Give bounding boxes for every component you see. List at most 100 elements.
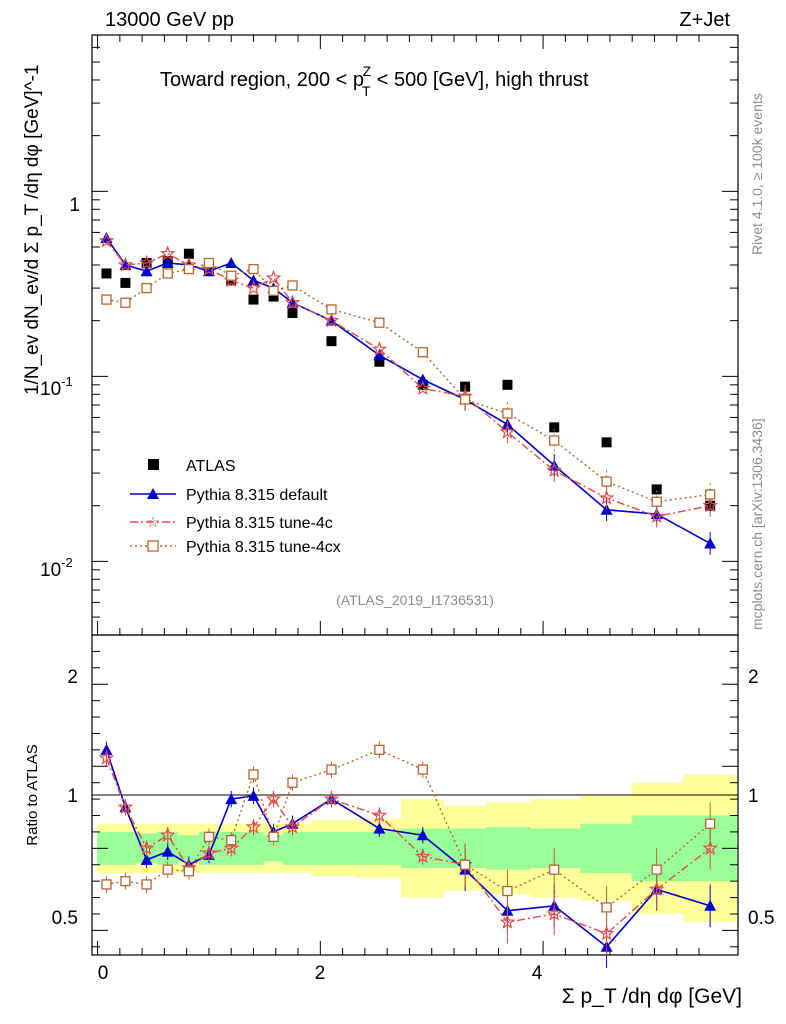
ratio-point-pythia-8-315-default — [704, 899, 717, 911]
ratio-point-pythia-8-315-default — [140, 853, 153, 865]
ratio-point-pythia-8-315-tune-4cx — [705, 818, 716, 829]
data-point-atlas — [183, 248, 194, 259]
ratio-point-pythia-8-315-tune-4cx — [226, 834, 237, 846]
legend-tune4cx-marker — [147, 540, 159, 552]
ratio-point-pythia-8-315-tune-4cx — [268, 831, 279, 842]
data-point-pythia-8-315-tune-4c — [160, 245, 176, 261]
ratio-point-pythia-8-315-tune-4c — [415, 848, 431, 864]
mcplots-credit-text: mcplots.cern.ch [arXiv:1306.3436] — [749, 418, 765, 630]
ratio-point-pythia-8-315-tune-4c — [201, 845, 217, 860]
analysis-watermark: (ATLAS_2019_I1736531) — [336, 592, 494, 608]
data-point-atlas — [549, 422, 560, 433]
ratio-point-pythia-8-315-tune-4c — [371, 807, 388, 823]
ratio-point-pythia-8-315-tune-4cx — [203, 831, 215, 842]
ratio-point-pythia-8-315-tune-4cx — [120, 876, 131, 887]
data-point-atlas — [601, 437, 612, 448]
ratio-y-tick-2-right: 2 — [748, 667, 759, 688]
legend-tune4c-marker: ☆ — [146, 514, 159, 531]
ratio-y-tick-2: 2 — [67, 667, 78, 688]
band-stat-bin-15 — [530, 828, 581, 869]
ratio-point-pythia-8-315-tune-4c — [702, 840, 718, 855]
data-point-pythia-8-315-tune-4c — [138, 254, 155, 270]
y-tick-label-0p01: 10-2 — [40, 555, 73, 581]
data-point-pythia-8-315-default — [373, 349, 386, 361]
data-point-pythia-8-315-default — [100, 231, 113, 243]
header-right: Z+Jet — [679, 9, 730, 31]
ratio-point-pythia-8-315-default — [100, 743, 113, 755]
ratio-point-pythia-8-315-tune-4cx — [287, 777, 298, 788]
data-point-pythia-8-315-tune-4c — [648, 508, 665, 524]
data-point-pythia-8-315-tune-4cx — [502, 408, 513, 419]
ratio-point-pythia-8-315-tune-4cx — [502, 885, 513, 897]
data-point-pythia-8-315-default — [704, 537, 717, 549]
data-point-pythia-8-315-tune-4cx — [248, 263, 259, 275]
data-point-pythia-8-315-tune-4c — [117, 256, 134, 272]
ratio-point-pythia-8-315-default — [416, 829, 429, 841]
ratio-point-pythia-8-315-tune-4c — [117, 799, 134, 814]
data-point-pythia-8-315-tune-4cx — [101, 294, 112, 305]
ratio-point-pythia-8-315-tune-4c — [323, 790, 340, 806]
data-point-pythia-8-315-default — [600, 503, 613, 515]
data-point-pythia-8-315-tune-4c — [499, 423, 516, 439]
rivet-version-text: Rivet 4.1.0, ≥ 100k events — [749, 93, 765, 255]
legend-label-default: Pythia 8.315 default — [186, 487, 328, 504]
data-point-pythia-8-315-tune-4cx — [141, 282, 152, 294]
band-stat-bin-7 — [242, 831, 264, 865]
legend: ATLAS Pythia 8.315 default ☆ Pythia 8.31… — [130, 458, 341, 556]
data-point-atlas — [651, 484, 662, 495]
data-point-pythia-8-315-tune-4c — [702, 497, 718, 513]
ratio-point-pythia-8-315-tune-4cx — [248, 769, 259, 780]
y-tick-label-1: 1 — [69, 195, 80, 216]
data-point-atlas — [417, 379, 428, 390]
ratio-y-axis-label: Ratio to ATLAS — [24, 744, 41, 845]
axis-ticks — [92, 34, 738, 955]
data-point-pythia-8-315-tune-4c — [546, 462, 562, 478]
ratio-point-pythia-8-315-tune-4c — [648, 881, 665, 896]
ratio-point-pythia-8-315-tune-4cx — [459, 859, 471, 870]
legend-label-tune4c: Pythia 8.315 tune-4c — [186, 515, 333, 532]
ratio-point-pythia-8-315-tune-4cx — [326, 764, 337, 775]
ratio-point-pythia-8-315-tune-4c — [138, 840, 155, 855]
ratio-point-pythia-8-315-tune-4c — [98, 749, 115, 765]
data-point-pythia-8-315-default — [140, 265, 153, 277]
ratio-point-pythia-8-315-tune-4cx — [549, 864, 560, 875]
ratio-point-pythia-8-315-tune-4c — [160, 827, 176, 842]
data-point-pythia-8-315-tune-4c — [98, 232, 115, 248]
data-point-pythia-8-315-tune-4cx — [162, 268, 173, 279]
band-stat-bin-4 — [178, 835, 199, 862]
data-point-pythia-8-315-tune-4cx — [374, 317, 385, 328]
band-stat-bin-16 — [580, 823, 632, 873]
data-point-atlas — [120, 277, 131, 288]
data-point-atlas — [502, 379, 513, 390]
data-point-pythia-8-315-default — [416, 373, 429, 385]
ratio-point-pythia-8-315-tune-4c — [546, 905, 562, 921]
ratio-point-pythia-8-315-default — [225, 793, 238, 805]
ratio-point-pythia-8-315-tune-4cx — [101, 879, 112, 890]
ratio-y-tick-0p5-right: 0.5 — [748, 908, 774, 929]
ratio-point-pythia-8-315-default — [161, 845, 174, 857]
ratio-point-pythia-8-315-tune-4cx — [417, 764, 428, 775]
data-point-pythia-8-315-tune-4cx — [203, 257, 215, 269]
ratio-point-pythia-8-315-default — [373, 822, 386, 834]
plot-title: Toward region, 200 < pTZ < 500 [GeV], hi… — [160, 63, 589, 99]
series-line-pythia-8-315-tune-4c — [105, 240, 711, 518]
data-point-pythia-8-315-tune-4c — [323, 312, 340, 328]
ratio-point-pythia-8-315-tune-4c — [265, 790, 282, 806]
x-axis-label: Σ p_T /dη dφ [GeV] — [562, 985, 742, 1008]
y-tick-label-0p1: 10-1 — [40, 374, 73, 400]
x-tick-4: 4 — [532, 963, 543, 984]
ratio-point-pythia-8-315-tune-4cx — [141, 879, 152, 890]
data-point-pythia-8-315-tune-4cx — [549, 435, 560, 446]
data-point-pythia-8-315-tune-4cx — [601, 476, 612, 487]
ratio-point-pythia-8-315-tune-4cx — [651, 864, 662, 875]
data-point-atlas — [248, 294, 259, 305]
data-point-pythia-8-315-default — [225, 256, 238, 268]
data-point-pythia-8-315-tune-4cx — [183, 263, 195, 275]
ratio-point-pythia-8-315-default — [247, 789, 260, 801]
data-point-pythia-8-315-tune-4c — [598, 489, 615, 505]
data-point-atlas — [101, 268, 112, 279]
ratio-point-pythia-8-315-tune-4cx — [374, 744, 385, 756]
ratio-point-pythia-8-315-tune-4c — [245, 818, 262, 834]
data-point-pythia-8-315-tune-4cx — [705, 489, 716, 500]
